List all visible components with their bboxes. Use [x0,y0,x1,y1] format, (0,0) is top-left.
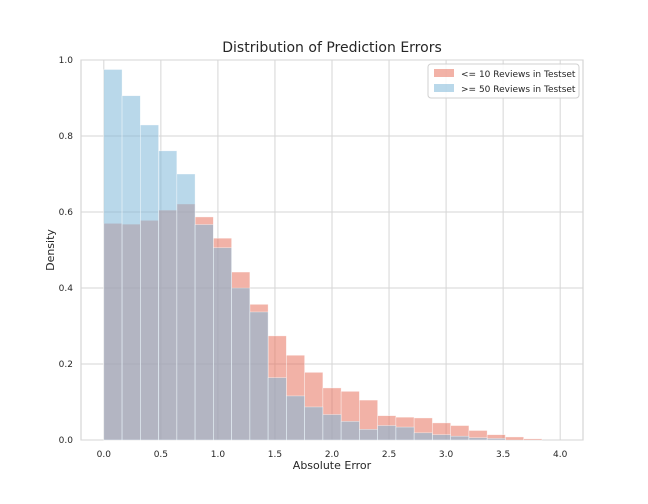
histogram-bar [432,434,451,441]
legend-box [427,63,580,99]
x-axis-label: Absolute Error [293,459,372,472]
histogram-bar [213,247,232,441]
histogram-bar [322,414,342,441]
x-tick-label: 0.0 [97,450,112,460]
y-tick-label: 0.8 [59,132,74,142]
histogram-bar [450,435,470,441]
y-tick-labels: 0.0 0.2 0.4 0.6 0.8 1.0 [59,56,74,446]
histogram-bar [468,437,488,441]
x-tick-label: 2.5 [382,450,396,460]
x-tick-label: 3.0 [439,450,454,460]
histogram-bar [377,425,397,441]
y-tick-label: 0.2 [59,360,73,370]
histogram-bar [395,426,415,441]
x-tick-label: 0.5 [154,450,168,460]
legend-label-le10: <= 10 Reviews in Testset [461,70,576,80]
x-tick-label: 2.0 [325,450,340,460]
histogram-bar [103,69,123,441]
histogram-bar [231,287,251,441]
histogram-bar [121,95,141,441]
x-tick-labels: 0.0 0.5 1.0 1.5 2.0 2.5 3.0 3.5 4.0 [97,450,568,460]
histogram-bar [359,429,378,441]
legend-swatch-ge50 [434,84,454,92]
y-tick-label: 0.4 [59,284,74,294]
x-tick-label: 4.0 [553,450,568,460]
chart-title: Distribution of Prediction Errors [222,40,442,56]
series-1-bars [103,69,506,441]
histogram-bar [194,224,214,441]
histogram-bar [340,421,360,441]
histogram-bar [249,311,269,441]
x-tick-label: 1.5 [268,450,282,460]
y-tick-label: 0.6 [59,208,74,218]
histogram-bar [486,438,506,441]
bars [103,69,543,441]
legend-label-ge50: >= 50 Reviews in Testset [461,85,576,95]
histogram-bar [286,395,305,441]
histogram-bar [413,432,433,441]
histogram-bar [267,377,287,441]
x-tick-label: 1.0 [211,450,226,460]
y-axis-label: Density [44,229,57,271]
legend: <= 10 Reviews in Testset >= 50 Reviews i… [427,63,580,99]
y-tick-label: 1.0 [59,56,74,66]
histogram-bar [140,124,159,441]
histogram-bar [304,406,324,441]
x-tick-label: 3.5 [496,450,510,460]
legend-swatch-le10 [434,69,454,77]
histogram-bar [176,173,196,441]
y-tick-label: 0.0 [59,436,74,446]
histogram-bar [158,150,178,441]
histogram-bar [523,438,543,441]
histogram-bar [505,436,524,441]
